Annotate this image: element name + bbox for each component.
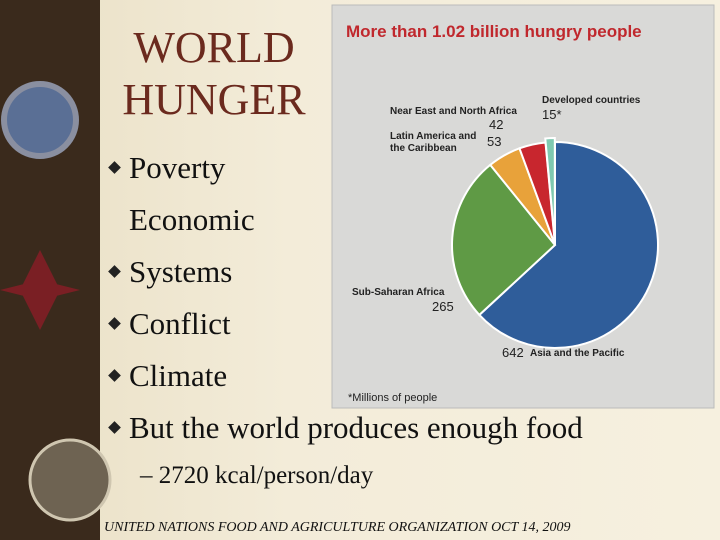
bullet-marker <box>108 421 121 435</box>
footer: UNITED NATIONS FOOD AND AGRICULTURE ORGA… <box>104 520 571 535</box>
pie-slice <box>544 137 556 242</box>
slice-label: Asia and the Pacific <box>530 348 625 359</box>
bullet-text: But the world produces enough food <box>129 410 583 445</box>
bullet-marker <box>108 317 121 331</box>
slice-label: Sub-Saharan Africa <box>352 287 445 298</box>
slice-label: Near East and North Africa <box>390 106 517 117</box>
chart-title: More than 1.02 billion hungry people <box>346 22 642 41</box>
bullet-text: Economic Systems <box>129 202 255 289</box>
bullet-marker <box>108 161 121 175</box>
slide-title: WORLD HUNGER <box>122 23 306 124</box>
bullet-marker <box>108 369 121 383</box>
slice-value: 642 <box>502 345 524 360</box>
sub-bullet: – 2720 kcal/person/day <box>140 462 373 490</box>
decor-medal <box>1 81 79 159</box>
bullet-marker <box>108 265 121 279</box>
pie-slice <box>451 163 557 317</box>
bullet-text: Poverty <box>129 150 226 185</box>
bullet: But the world produces enough food <box>108 410 668 446</box>
bullet-text: Climate <box>129 358 228 393</box>
bullet: Poverty <box>108 150 668 186</box>
bullet-text: Conflict <box>129 306 231 341</box>
slice-value: 15* <box>542 107 562 122</box>
sub-bullet-marker: – <box>140 462 159 489</box>
slice-value: 42 <box>489 117 504 132</box>
bullet: Economic Systems <box>108 194 298 298</box>
slice-value: 53 <box>487 134 502 149</box>
sub-bullet-text: 2720 kcal/person/day <box>158 462 374 489</box>
slice-value: 265 <box>432 299 454 314</box>
bullet: Conflict <box>108 306 668 342</box>
slice-label: Developed countries <box>542 95 641 106</box>
bullet: Climate <box>108 358 668 394</box>
decor-cross <box>0 250 80 330</box>
pie-slice <box>477 140 659 349</box>
decor-compass <box>28 438 112 522</box>
chart-note: *Millions of people <box>348 392 438 404</box>
slice-label: Latin America and the Caribbean <box>390 131 477 154</box>
